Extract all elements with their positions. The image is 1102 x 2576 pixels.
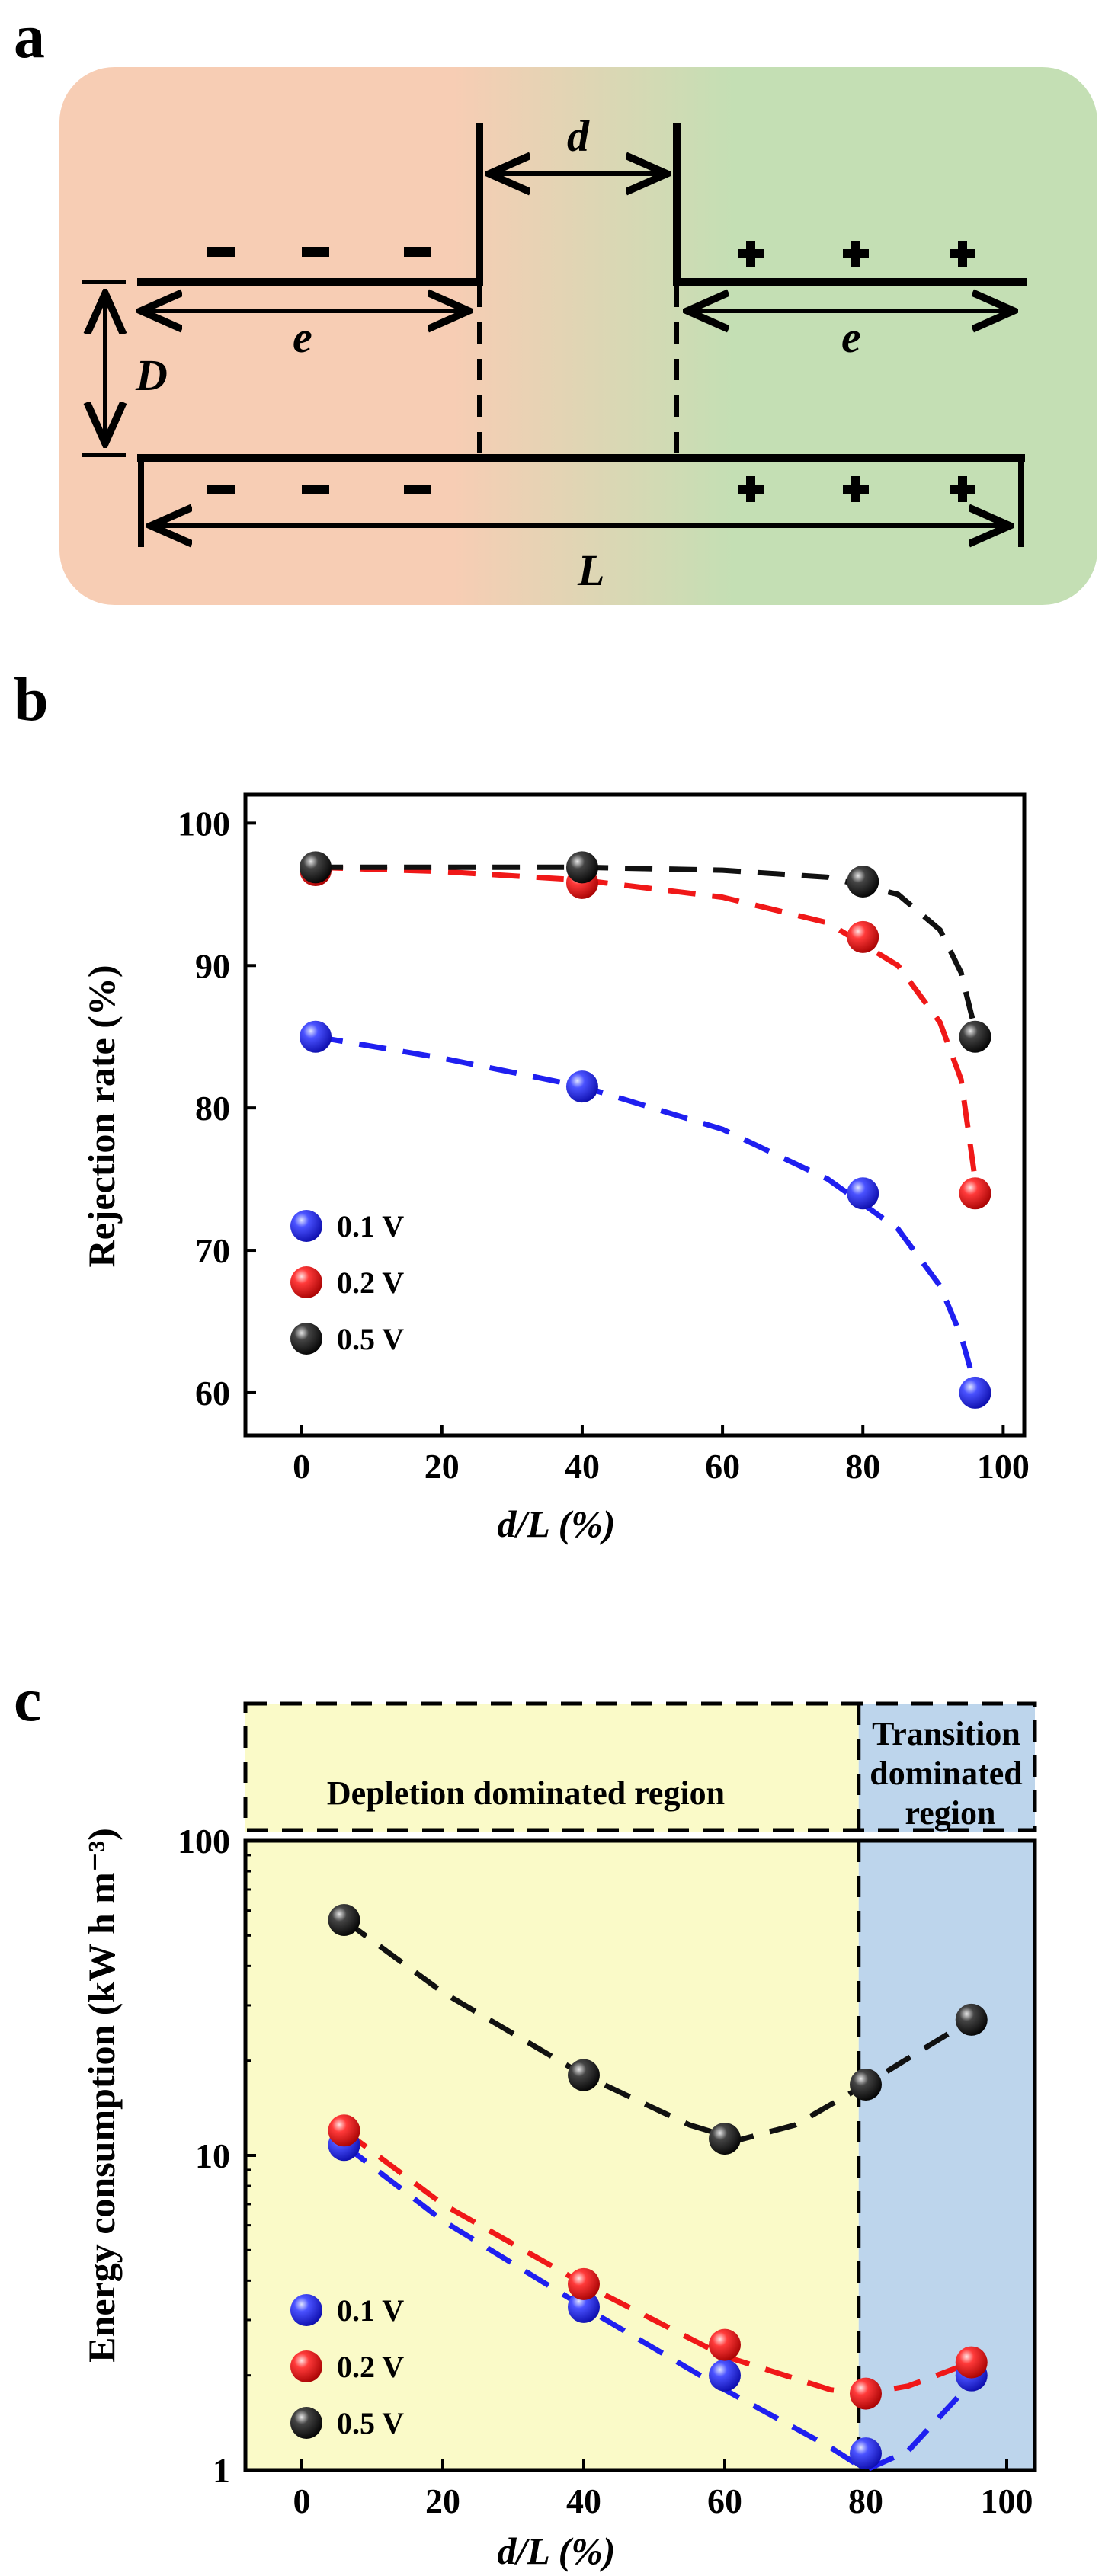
data-point-02V <box>328 2114 360 2147</box>
legend-label: 0.1 V <box>337 1209 404 1243</box>
y-tick-label: 100 <box>178 804 230 843</box>
positive-charge <box>843 241 869 267</box>
x-tick-label: 0 <box>293 1447 310 1486</box>
x-tick-label: 100 <box>977 1447 1030 1486</box>
negative-charge <box>207 247 235 257</box>
legend-marker <box>290 2407 322 2439</box>
positive-charge <box>843 476 869 502</box>
negative-charge <box>404 247 431 257</box>
y-tick-label: 100 <box>178 1822 230 1861</box>
data-point-05V <box>568 2059 600 2091</box>
fit-curve-05V <box>316 864 978 1031</box>
data-point-01V <box>959 1376 991 1409</box>
negative-charge <box>302 247 329 257</box>
data-point-02V <box>850 2377 882 2410</box>
y-tick-label: 1 <box>213 2451 230 2490</box>
plot-b-x-axis-label: d/L (%) <box>497 1502 615 1545</box>
data-point-02V <box>568 2267 600 2300</box>
fit-curve-02V <box>315 864 978 1180</box>
depletion-region-label: Depletion dominated region <box>327 1774 725 1812</box>
fit-curve-01V <box>315 1034 978 1387</box>
data-point-02V <box>709 2328 741 2361</box>
x-tick-label: 0 <box>293 2482 311 2520</box>
legend-marker <box>290 1210 322 1242</box>
plot-c-regions <box>242 1701 1038 2470</box>
data-point-05V <box>709 2123 741 2155</box>
legend-marker <box>290 2294 322 2326</box>
data-point-05V <box>955 2003 988 2036</box>
legend-label: 0.1 V <box>337 2293 404 2328</box>
data-point-05V <box>300 851 332 884</box>
y-tick-label: 10 <box>195 2136 230 2175</box>
y-tick-label: 70 <box>195 1231 230 1270</box>
fit-curve-01V <box>342 2142 974 2473</box>
data-point-02V <box>955 2346 988 2379</box>
e-right-symbol: e <box>841 312 861 362</box>
fit-curve-02V <box>342 2128 973 2397</box>
data-point-05V <box>328 1903 360 1936</box>
data-point-05V <box>847 866 879 898</box>
x-tick-label: 20 <box>424 1447 460 1486</box>
data-point-05V <box>565 851 598 884</box>
x-tick-label: 80 <box>848 2482 883 2520</box>
positive-charge <box>950 476 975 502</box>
x-tick-label: 20 <box>425 2482 460 2520</box>
panel-c-label: c <box>14 1665 41 1734</box>
y-tick-label: 60 <box>195 1374 230 1413</box>
negative-charge <box>302 485 329 494</box>
data-point-01V <box>850 2437 882 2470</box>
data-point-01V <box>565 1070 598 1103</box>
legend-label: 0.2 V <box>337 2350 404 2384</box>
data-point-01V <box>847 1177 879 1210</box>
data-point-01V <box>568 2290 600 2323</box>
data-point-05V <box>850 2068 882 2101</box>
x-tick-label: 80 <box>845 1447 880 1486</box>
legend-label: 0.2 V <box>337 1266 404 1300</box>
positive-charge <box>738 476 764 502</box>
y-tick-label: 80 <box>195 1089 230 1128</box>
transition-region-label: Transition dominated region <box>870 1715 1030 1832</box>
negative-charge <box>404 485 431 494</box>
panel-c: c 0 20 40 60 80 100 1 10 100 0.1 V 0.2 V 0.5 V Depl… <box>14 1665 1038 2572</box>
positive-charges <box>738 241 975 502</box>
positive-charge <box>950 241 975 267</box>
legend-label: 0.5 V <box>337 1322 404 1356</box>
x-tick-label: 60 <box>705 1447 740 1486</box>
negative-charges <box>207 247 431 494</box>
negative-charge <box>207 485 235 494</box>
panel-a-background <box>59 67 1097 605</box>
plot-c-content: 0 20 40 60 80 100 1 10 100 0.1 V 0.2 V 0.5 V <box>178 1822 1033 2520</box>
region-header-box <box>243 1701 1037 1832</box>
e-left-symbol: e <box>293 312 312 362</box>
x-tick-label: 40 <box>565 1447 600 1486</box>
panel-a: a D d e e L <box>14 2 1097 605</box>
x-tick-label: 100 <box>981 2482 1033 2520</box>
data-point-01V <box>300 1020 332 1053</box>
legend-marker <box>290 1266 322 1298</box>
panel-a-label: a <box>14 2 45 71</box>
legend-marker <box>290 2350 322 2382</box>
plot-b-frame <box>243 792 1027 1438</box>
panel-b: b 0 20 40 60 80 100 60 70 80 90 100 0.1 V 0.2 V 0.5 V… <box>14 664 1030 1545</box>
data-point-01V <box>709 2359 741 2392</box>
plot-c-x-axis-label: d/L (%) <box>497 2530 615 2572</box>
plot-b-y-axis-label: Rejection rate (%) <box>80 965 123 1267</box>
region-header-gap <box>242 1832 1038 1839</box>
panel-b-label: b <box>14 664 49 734</box>
legend-marker <box>290 1323 322 1355</box>
x-tick-label: 40 <box>566 2482 601 2520</box>
data-point-02V <box>847 920 879 953</box>
L-symbol: L <box>577 546 604 595</box>
data-point-02V <box>959 1177 991 1210</box>
data-point-05V <box>959 1020 991 1053</box>
x-tick-label: 60 <box>707 2482 742 2520</box>
legend-label: 0.5 V <box>337 2406 404 2440</box>
positive-charge <box>738 241 764 267</box>
plot-b-content: 0 20 40 60 80 100 60 70 80 90 100 0.1 V 0.2 V 0.5 V <box>178 804 1030 1486</box>
d-symbol: d <box>567 111 590 161</box>
y-tick-label: 90 <box>195 946 230 985</box>
D-symbol: D <box>135 350 168 400</box>
plot-c-y-axis-label: Energy consumption (kW h m⁻³) <box>80 1828 123 2363</box>
